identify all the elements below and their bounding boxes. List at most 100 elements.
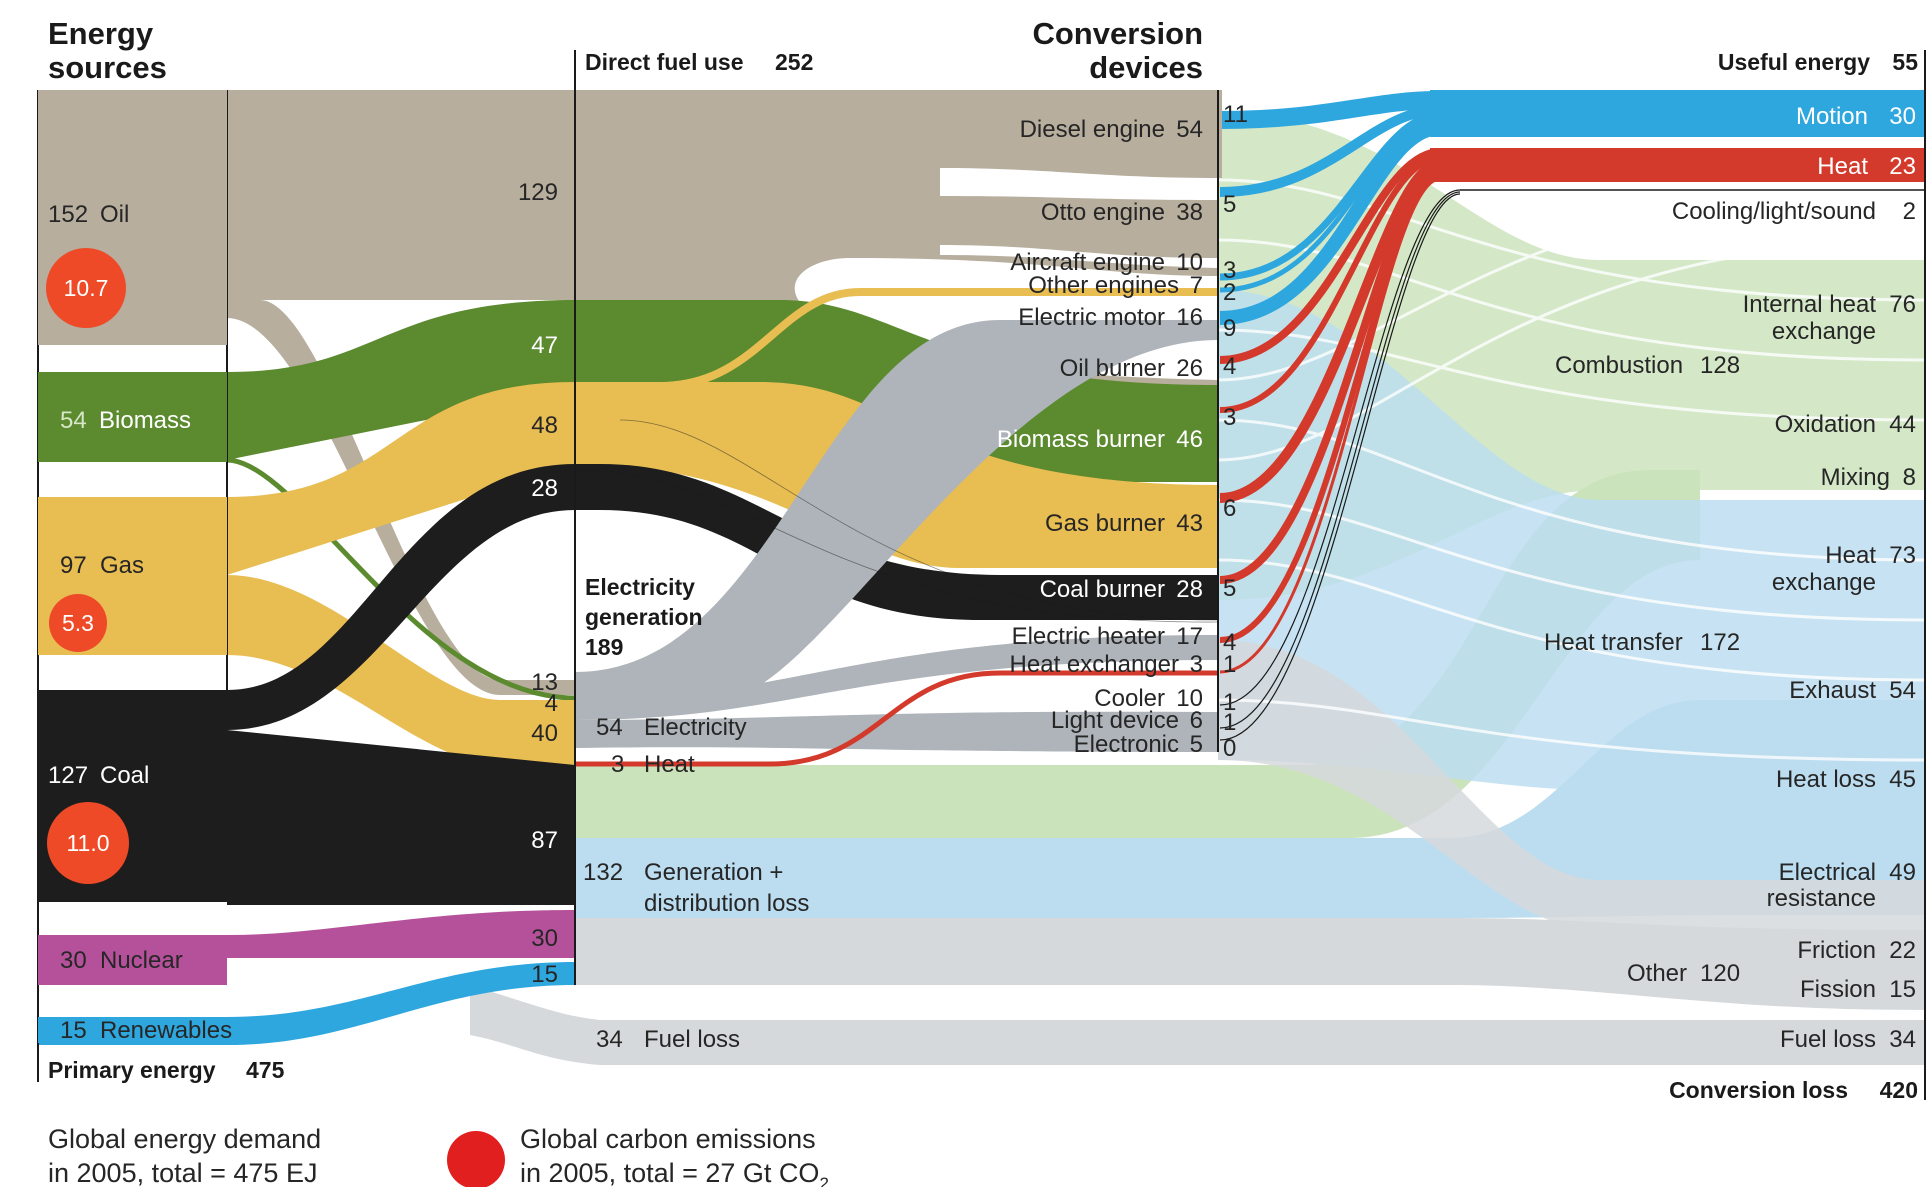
electricity-generation-header-line2: generation (585, 604, 703, 630)
device-5-output: 9 (1223, 315, 1236, 342)
loss-9-label: Fission (1800, 976, 1876, 1003)
useful-energy-value: 55 (1892, 49, 1918, 75)
device-9-label: Coal burner (1040, 576, 1165, 603)
device-5-label: Electric motor (1018, 304, 1165, 331)
device-6-value: 26 (1176, 355, 1203, 382)
loss-3-value: 8 (1903, 464, 1916, 491)
primary-energy-value: 475 (246, 1057, 285, 1083)
device-8-value: 43 (1176, 510, 1203, 537)
conversion-devices-header-line2: devices (1089, 50, 1203, 85)
heat-flows (1219, 148, 1441, 674)
device-7-label: Biomass burner (997, 426, 1165, 453)
gas-co2-bubble (49, 594, 107, 652)
device-6-output: 4 (1223, 353, 1236, 380)
device-strips (1218, 90, 1222, 178)
oil-co2-bubble (46, 248, 126, 328)
device-10-label: Electric heater (1012, 623, 1165, 650)
elec-out-loss-label2: distribution loss (644, 890, 809, 917)
electricity-generation-value: 189 (585, 634, 623, 660)
device-4-value: 7 (1190, 272, 1203, 299)
loss-1-label: Internal heat (1743, 291, 1877, 318)
loss-2-value: 44 (1889, 411, 1916, 438)
oil-co2-value: 10.7 (64, 275, 109, 301)
elec-in-oil: 13 (531, 669, 558, 696)
device-11-output: 1 (1223, 651, 1236, 678)
oil-label: Oil (100, 201, 129, 228)
device-6-label: Oil burner (1060, 355, 1165, 382)
coal-electricity-flow (227, 730, 575, 905)
useful-energy-header: Useful energy (1718, 49, 1870, 75)
oil-direct-flow (227, 90, 1218, 400)
loss-4-value: 73 (1889, 542, 1916, 569)
legend-emissions-subscript: 2 (819, 1174, 828, 1187)
elec-out-heat-label: Heat (644, 751, 695, 778)
elec-in-gas: 40 (531, 720, 558, 747)
device-3-output: 3 (1223, 257, 1236, 284)
device-1-value: 54 (1176, 116, 1203, 143)
fuel-loss-flow (470, 985, 1925, 1065)
loss-4-label2: exchange (1772, 569, 1876, 596)
legend-demand-line2: in 2005, total = 475 EJ (48, 1158, 317, 1187)
device-1-output: 11 (1223, 101, 1248, 128)
motion-value: 30 (1889, 103, 1916, 130)
other-loss-flow (575, 918, 1925, 1010)
device-11-value: 3 (1190, 651, 1203, 678)
gas-direct-flow (227, 382, 1218, 575)
direct-fuel-use-header: Direct fuel use (585, 49, 744, 75)
energy-sources-header-line2: sources (48, 50, 167, 85)
elec-in-renewables: 15 (531, 961, 558, 988)
motion-flows (1219, 91, 1441, 325)
direct-gas-value: 48 (531, 412, 558, 439)
nuclear-value: 30 (60, 947, 87, 974)
coal-co2-bubble (47, 802, 129, 884)
conversion-devices-header-line1: Conversion (1032, 16, 1203, 51)
loss-7-value: 49 (1889, 859, 1916, 886)
device-8-label: Gas burner (1045, 510, 1165, 537)
elec-in-nuclear: 30 (531, 925, 558, 952)
elec-out-fuelloss-label: Fuel loss (644, 1026, 740, 1053)
gas-label: Gas (100, 552, 144, 579)
legend-emissions-text: in 2005, total = 27 Gt CO (520, 1158, 819, 1187)
renewables-block (38, 1017, 227, 1043)
biomass-electricity-flow (226, 457, 576, 701)
legend-emissions-line1: Global carbon emissions (520, 1124, 816, 1154)
flow-bands (38, 90, 1926, 1065)
electricity-to-devices-flow (575, 320, 1218, 700)
device-13-label: Light device (1051, 707, 1179, 734)
device-12-value: 10 (1176, 685, 1203, 712)
biomass-block (38, 372, 227, 462)
legend-demand-line1: Global energy demand (48, 1124, 321, 1154)
primary-energy-label: Primary energy (48, 1057, 216, 1083)
heat-value: 23 (1889, 153, 1916, 180)
other-group-label: Other (1627, 960, 1687, 987)
loss-10-label: Fuel loss (1780, 1026, 1876, 1053)
device-3-value: 10 (1176, 249, 1203, 276)
device-9-output: 5 (1223, 575, 1236, 602)
other-group-value: 120 (1700, 960, 1740, 987)
renewables-label: Renewables (100, 1017, 232, 1044)
device-12-label: Cooler (1094, 685, 1165, 712)
heattransfer-group-value: 172 (1700, 629, 1740, 656)
loss-5-value: 54 (1889, 677, 1916, 704)
elec-out-loss-value: 132 (583, 859, 623, 886)
coal-value: 127 (48, 762, 88, 789)
renewables-value: 15 (60, 1017, 87, 1044)
loss-10-value: 34 (1889, 1026, 1916, 1053)
device-14-value: 5 (1190, 731, 1203, 758)
device-3-label: Aircraft engine (1010, 249, 1165, 276)
loss-9-value: 15 (1889, 976, 1916, 1003)
device-2-value: 38 (1176, 199, 1203, 226)
elec-out-electricity-value: 54 (596, 714, 623, 741)
direct-biomass-value: 47 (531, 332, 558, 359)
device-4-output: 2 (1223, 279, 1236, 306)
legend-emissions-line2: in 2005, total = 27 Gt CO2 (520, 1158, 829, 1187)
heat-label: Heat (1817, 153, 1868, 180)
nuclear-block (38, 935, 227, 985)
device-7-value: 46 (1176, 426, 1203, 453)
elec-out-fuelloss-value: 34 (596, 1026, 623, 1053)
device-2-label: Otto engine (1041, 199, 1165, 226)
coal-co2-value: 11.0 (66, 830, 109, 856)
direct-oil-value: 129 (518, 179, 558, 206)
nuclear-electricity-flow (38, 910, 575, 985)
